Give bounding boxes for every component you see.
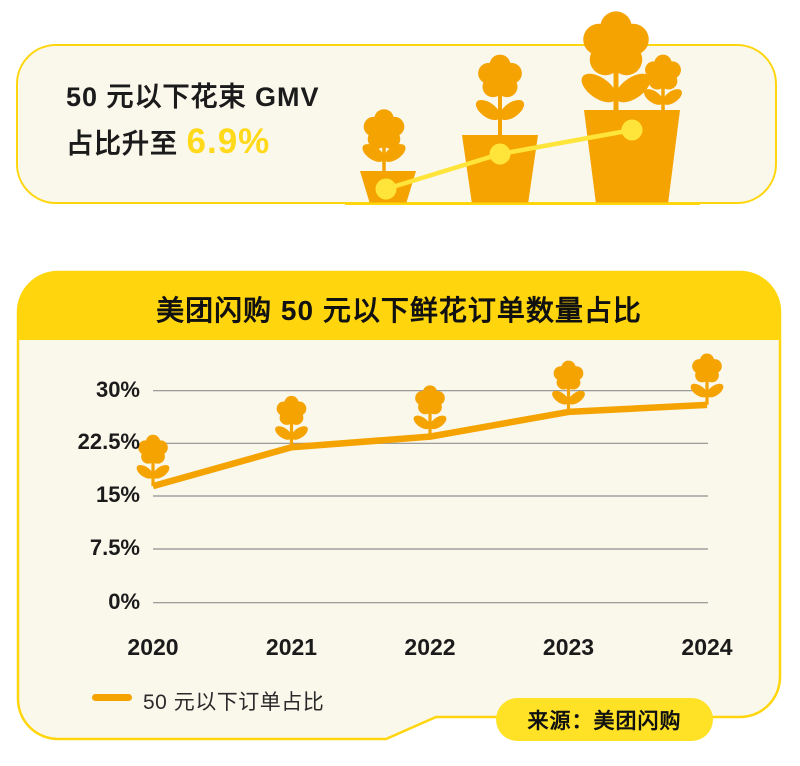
y-axis-label: 15% <box>95 482 140 507</box>
chart-series <box>134 354 725 490</box>
gmv-percentage-value: 6.9% <box>186 122 271 161</box>
flower-marker-icon <box>273 396 310 447</box>
x-axis-label: 2020 <box>127 634 179 660</box>
x-axis-label: 2024 <box>681 634 733 660</box>
orders-share-line <box>152 401 708 490</box>
gmv-highlight-text: 50 元以下花束 GMV <box>66 84 320 111</box>
y-axis-label: 30% <box>95 377 140 402</box>
flower-marker-icon <box>688 354 725 405</box>
y-axis-label: 0% <box>108 589 140 614</box>
y-axis-label: 7.5% <box>89 535 140 560</box>
legend-line-swatch <box>92 694 132 701</box>
flower-marker-icon <box>411 385 448 436</box>
gmv-subline-prefix: 占比升至 <box>66 129 187 159</box>
gmv-headline: 50 元以下花束 GMV <box>66 82 320 112</box>
x-axis-label: 2021 <box>265 634 318 660</box>
gmv-subline: 占比升至 6.9% <box>66 124 270 159</box>
legend-label: 50 元以下订单占比 <box>143 691 325 714</box>
x-axis-label: 2022 <box>404 634 456 660</box>
chart-gridlines <box>153 390 708 604</box>
chart-title: 美团闪购 50 元以下鲜花订单数量占比 <box>156 295 642 326</box>
y-axis-label: 22.5% <box>77 429 140 454</box>
x-axis-label: 2023 <box>542 634 595 660</box>
flower-marker-icon <box>550 361 587 412</box>
source-badge: 来源：美团闪购 <box>496 698 713 741</box>
